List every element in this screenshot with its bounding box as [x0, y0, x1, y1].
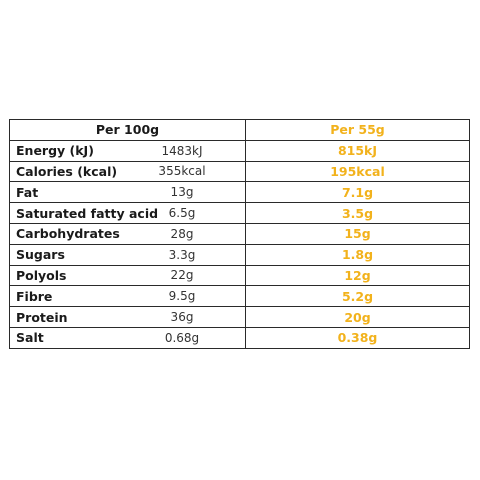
table-row: Fibre 9.5g 5.2g — [9, 285, 470, 308]
value-per-55g: 7.1g — [245, 181, 470, 204]
table-row: Carbohydrates 28g 15g — [9, 222, 470, 245]
table-row: Sugars 3.3g 1.8g — [9, 243, 470, 266]
nutrient-cell: Saturated fatty acid 6.5g — [9, 202, 246, 224]
value-per-55g: 195kcal — [245, 160, 470, 183]
nutrient-cell: Energy (kJ) 1483kJ — [9, 139, 246, 162]
nutrient-cell: Calories (kcal) 355kcal — [9, 160, 246, 183]
value-per-55g: 20g — [245, 306, 470, 328]
value-per-55g: 12g — [245, 264, 470, 287]
value-per-55g: 1.8g — [245, 243, 470, 266]
value-per-100g: 36g — [170, 310, 194, 325]
header-per-100g: Per 100g — [9, 119, 246, 141]
value-per-100g: 355kcal — [158, 164, 206, 179]
table-header-row: Per 100g Per 55g — [9, 119, 470, 141]
table-row: Salt 0.68g 0.38g — [9, 326, 470, 349]
value-per-55g: 815kJ — [245, 139, 470, 162]
table-row: Energy (kJ) 1483kJ 815kJ — [9, 139, 470, 162]
nutrient-cell: Fat 13g — [9, 181, 246, 204]
value-per-55g: 5.2g — [245, 285, 470, 308]
nutrient-name: Fibre — [16, 288, 53, 304]
nutrient-name: Protein — [16, 309, 68, 325]
value-per-55g: 0.38g — [245, 326, 470, 349]
nutrient-name: Energy (kJ) — [16, 143, 94, 159]
nutrient-name: Polyols — [16, 267, 67, 283]
nutrient-cell: Fibre 9.5g — [9, 285, 246, 308]
nutrient-name: Salt — [16, 330, 44, 346]
nutrient-name: Sugars — [16, 247, 65, 263]
table-row: Fat 13g 7.1g — [9, 181, 470, 204]
nutrient-cell: Carbohydrates 28g — [9, 222, 246, 245]
header-per-55g: Per 55g — [245, 119, 470, 141]
value-per-55g: 3.5g — [245, 202, 470, 224]
value-per-100g: 28g — [170, 226, 194, 241]
nutrient-cell: Sugars 3.3g — [9, 243, 246, 266]
value-per-100g: 6.5g — [168, 206, 196, 221]
nutrient-name: Saturated fatty acid — [16, 205, 159, 221]
table-row: Polyols 22g 12g — [9, 264, 470, 287]
table-row: Saturated fatty acid 6.5g 3.5g — [9, 202, 470, 224]
nutrient-name: Carbohydrates — [16, 226, 120, 242]
value-per-100g: 13g — [170, 185, 194, 200]
value-per-100g: 3.3g — [168, 247, 196, 262]
nutrient-cell: Protein 36g — [9, 306, 246, 328]
nutrient-cell: Polyols 22g — [9, 264, 246, 287]
value-per-100g: 0.68g — [164, 330, 200, 345]
nutrient-name: Fat — [16, 184, 39, 200]
nutrition-table: Per 100g Per 55g Energy (kJ) 1483kJ 815kJ C… — [9, 119, 470, 349]
value-per-55g: 15g — [245, 222, 470, 245]
value-per-100g: 22g — [170, 268, 194, 283]
nutrient-cell: Salt 0.68g — [9, 326, 246, 349]
table-row: Protein 36g 20g — [9, 306, 470, 328]
table-row: Calories (kcal) 355kcal 195kcal — [9, 160, 470, 183]
value-per-100g: 1483kJ — [161, 143, 203, 158]
nutrient-name: Calories (kcal) — [16, 163, 118, 179]
value-per-100g: 9.5g — [168, 289, 196, 304]
